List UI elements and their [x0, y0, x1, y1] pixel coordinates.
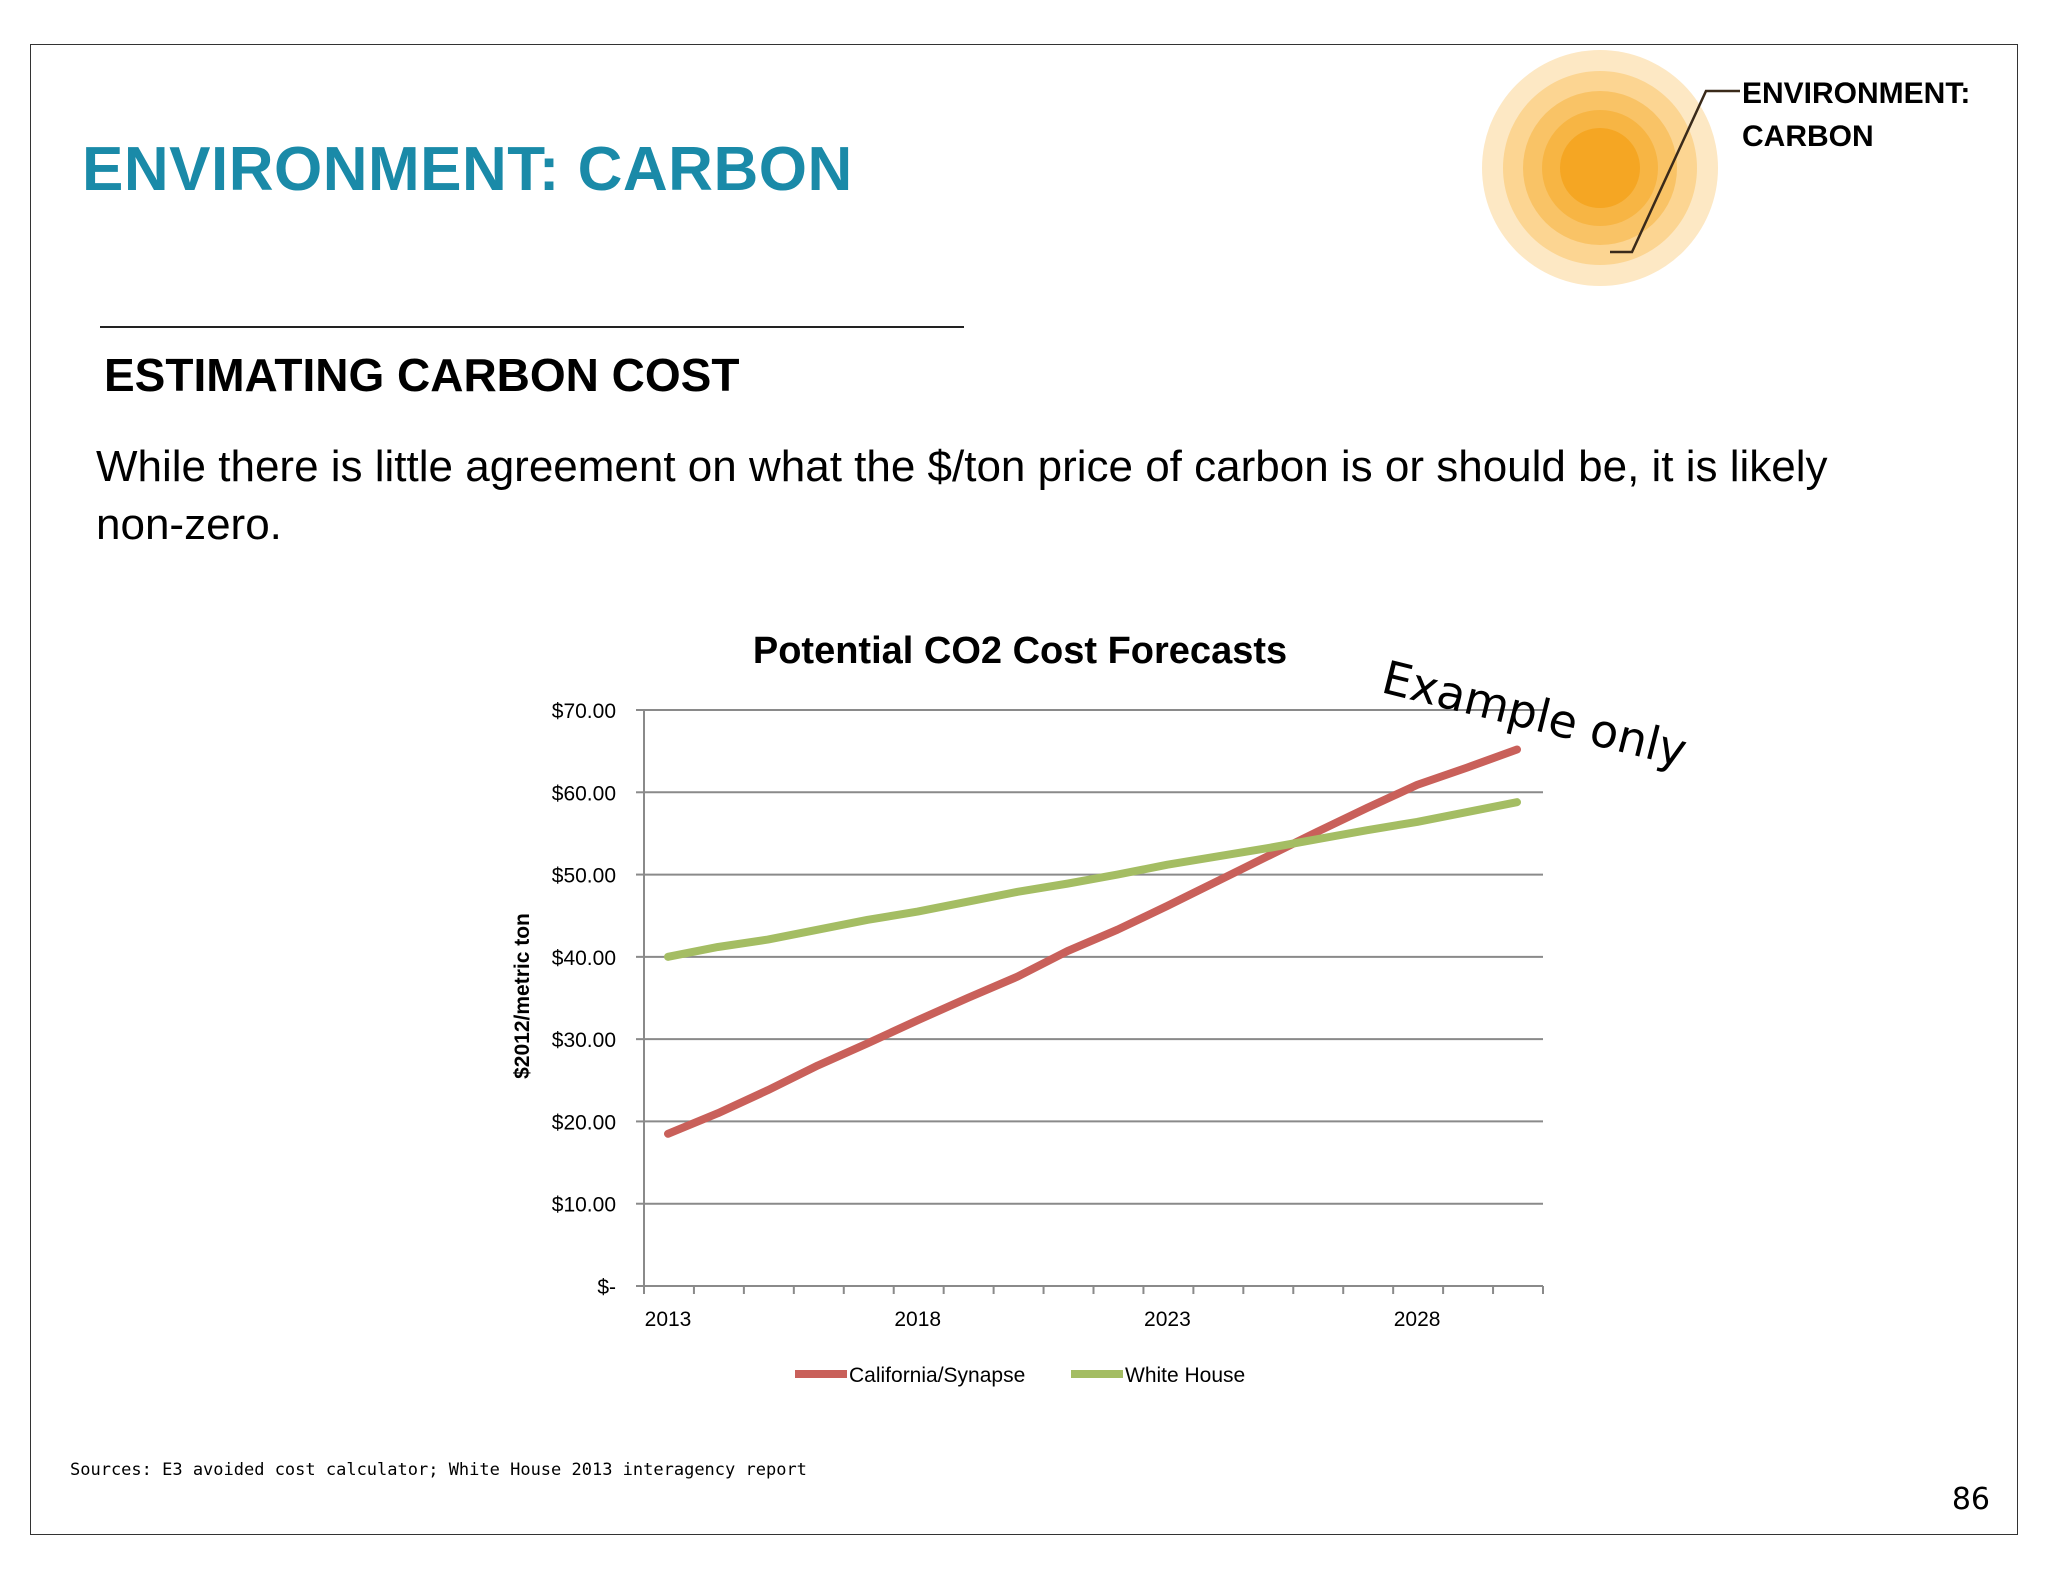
y-axis-label: $2012/metric ton [511, 913, 534, 1079]
y-tick-label: $70.00 [552, 700, 616, 723]
page-title: ENVIRONMENT: CARBON [82, 135, 853, 204]
page-number: 86 [1951, 1482, 1990, 1517]
section-heading: ESTIMATING CARBON COST [104, 349, 740, 401]
y-tick-label: $40.00 [552, 947, 616, 970]
y-tick-label: $- [597, 1276, 616, 1299]
y-tick-label: $60.00 [552, 782, 616, 805]
y-tick-label: $50.00 [552, 865, 616, 888]
chart-title: Potential CO2 Cost Forecasts [753, 630, 1287, 672]
legend-label: White House [1125, 1364, 1245, 1387]
sources-note: Sources: E3 avoided cost calculator; Whi… [70, 1460, 807, 1480]
y-tick-label: $20.00 [552, 1111, 616, 1134]
series-line [664, 745, 1521, 1138]
badge-line-1: ENVIRONMENT: [1742, 77, 1971, 110]
slide-frame [30, 44, 2018, 1535]
badge-line-2: CARBON [1742, 120, 1874, 153]
x-tick-label: 2018 [894, 1308, 941, 1331]
body-text: While there is little agreement on what … [96, 442, 1828, 549]
y-tick-label: $30.00 [552, 1029, 616, 1052]
section-divider [100, 326, 964, 328]
sun-icon [1482, 50, 1740, 286]
x-tick-label: 2023 [1144, 1308, 1191, 1331]
x-tick-label: 2013 [645, 1308, 692, 1331]
legend-label: California/Synapse [849, 1364, 1025, 1387]
x-tick-label: 2028 [1394, 1308, 1441, 1331]
y-tick-label: $10.00 [552, 1194, 616, 1217]
section-badge: ENVIRONMENT: CARBON [1742, 72, 1970, 158]
series-line [664, 798, 1521, 961]
